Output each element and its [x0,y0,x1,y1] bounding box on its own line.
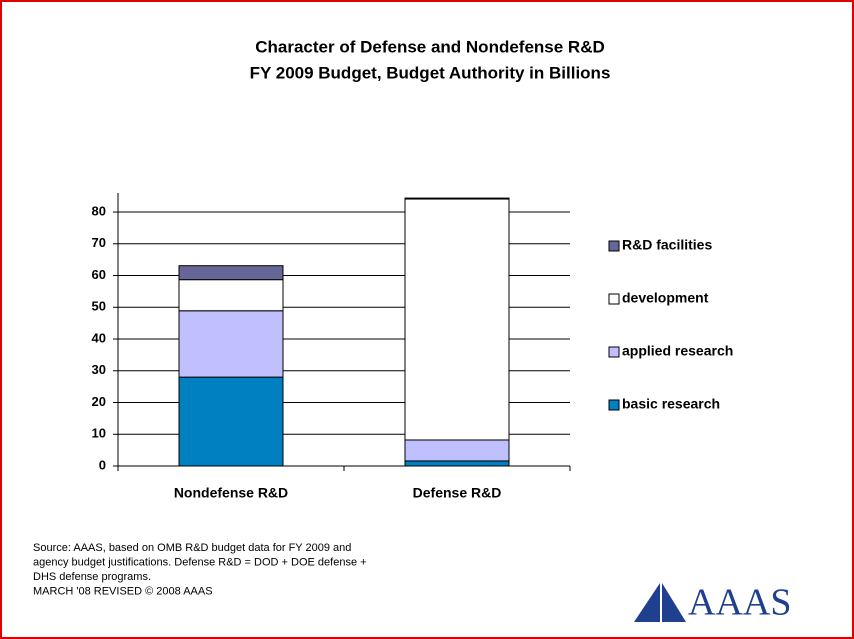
y-tick-label: 10 [92,426,106,441]
y-tick-label: 60 [92,267,106,282]
bar-segment [178,279,284,312]
source-note: MARCH '08 REVISED © 2008 AAAS [33,585,213,597]
source-note: Source: AAAS, based on OMB R&D budget da… [33,542,351,554]
source-note: DHS defense programs. [33,571,151,583]
y-tick-label: 30 [92,362,106,377]
bar-segment [404,198,510,441]
legend-swatch [608,399,620,411]
source-note: agency budget justifications. Defense R&… [33,556,367,568]
y-tick-label: 70 [92,235,106,250]
legend-swatch [608,293,620,305]
legend-label: R&D facilities [622,237,712,253]
x-tick-label: Defense R&D [413,485,502,501]
y-tick-label: 50 [92,299,106,314]
bar-segment [404,197,510,200]
legend-label: development [622,290,709,306]
legend-swatch [608,346,620,358]
legend-label: basic research [622,396,720,412]
legend-swatch [608,240,620,252]
y-tick-label: 80 [92,203,106,218]
logo-shape [662,583,686,622]
logo-text: AAAS [688,582,791,624]
y-tick-label: 0 [99,457,106,472]
bar-segment [404,439,510,462]
x-tick-label: Nondefense R&D [174,485,288,501]
chart-subtitle: FY 2009 Budget, Budget Authority in Bill… [250,63,611,82]
bar-segment [178,376,284,467]
chart-title: Character of Defense and Nondefense R&D [255,37,605,56]
y-tick-label: 40 [92,330,106,345]
y-tick-label: 20 [92,394,106,409]
bar-segment [404,460,510,467]
legend-label: applied research [622,343,733,359]
logo-shape [634,583,660,622]
logo: AAAS [634,582,791,624]
bar-segment [178,310,284,378]
bar-segment [178,265,284,281]
